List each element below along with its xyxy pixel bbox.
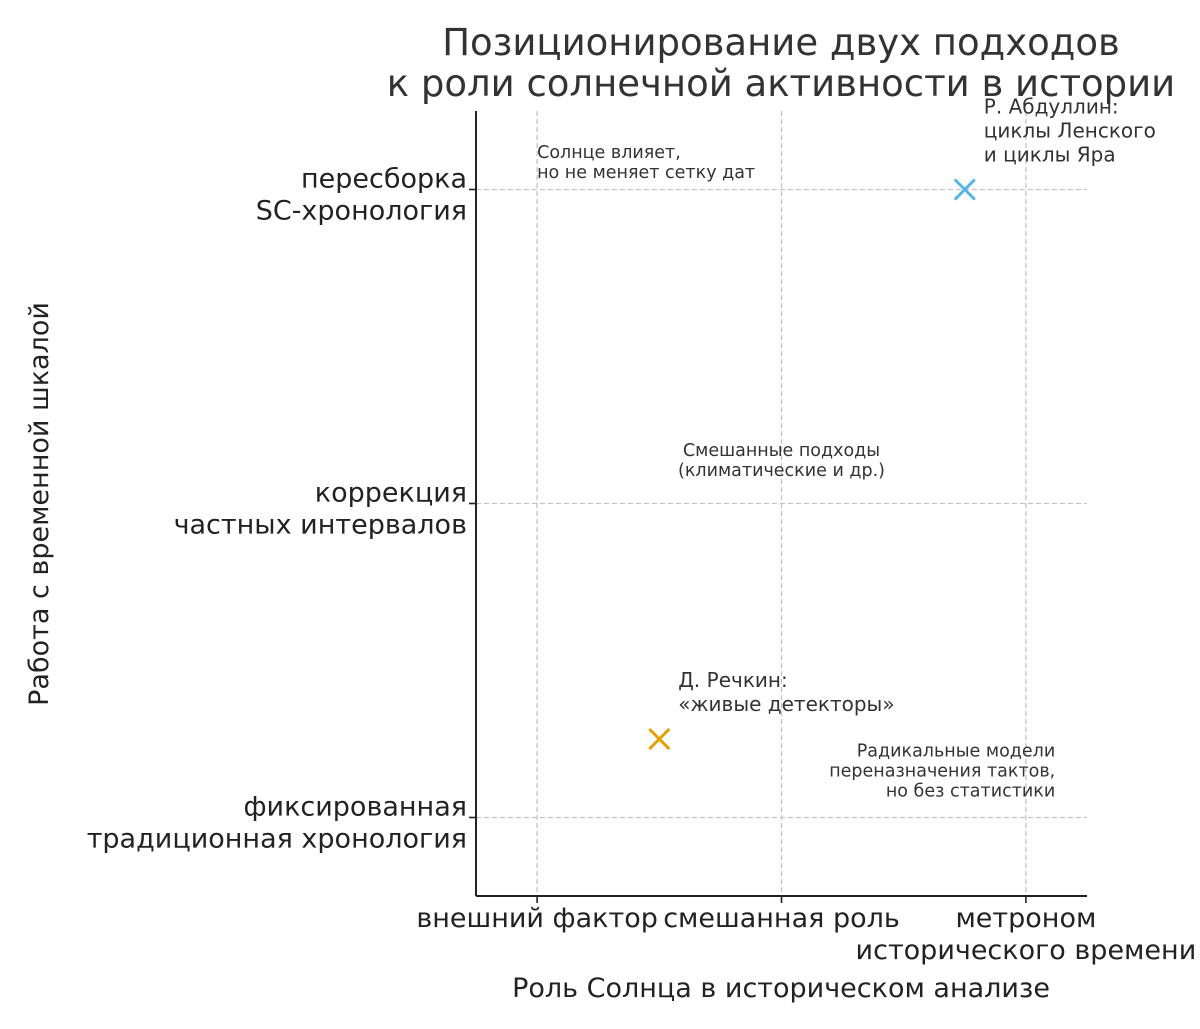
y-tick-label-line: частных интервалов [174, 510, 467, 541]
region-annotation-line: Смешанные подходы [683, 441, 880, 461]
ticks: внешний фактор смешанная роль метроном исто… [87, 164, 1197, 967]
region-annotation-line: Радикальные модели [857, 741, 1055, 761]
region-annotation: Смешанные подходы (климатические и др.) [678, 441, 885, 481]
x-axis-label: Роль Солнца в историческом анализе [512, 973, 1050, 1004]
grid [476, 111, 1087, 896]
chart-title-line: Позиционирование двух подходов [442, 21, 1120, 64]
x-tick-label: смешанная роль [663, 903, 900, 934]
x-tick-label-line: метроном [955, 903, 1096, 934]
data-point-stroke [648, 727, 671, 751]
y-tick-label: пересборка SC-хронология [256, 164, 467, 227]
region-annotation: Радикальные модели переназначения тактов,… [829, 741, 1055, 801]
y-tick-label-line: SC-хронология [256, 196, 467, 227]
point-label-line: «живые детекторы» [678, 692, 894, 716]
data-point [648, 727, 671, 751]
y-tick-label: фиксированная традиционная хронология [87, 792, 467, 855]
y-tick-label-line: фиксированная [243, 792, 467, 823]
region-annotation-line: но без статистики [886, 781, 1055, 801]
y-axis-label: Работа с временной шкалой [24, 302, 55, 706]
point-label-line: и циклы Яра [984, 143, 1116, 167]
x-tick-label: метроном исторического времени [856, 903, 1197, 966]
point-label: Д. Речкин: «живые детекторы» [678, 668, 894, 716]
region-annotation: Солнце влияет, но не меняет сетку дат [537, 143, 755, 183]
y-tick-label-line: пересборка [301, 164, 467, 195]
annotations: Солнце влияет, но не меняет сетку дат Смеш… [537, 143, 1055, 802]
point-label-line: Р. Абдуллин: [984, 95, 1119, 119]
region-annotation-line: Солнце влияет, [537, 143, 681, 163]
point-label-line: Д. Речкин: [678, 668, 787, 692]
y-tick-label-line: традиционная хронология [87, 824, 467, 855]
y-tick-label-line: коррекция [315, 478, 467, 509]
region-annotation-line: (климатические и др.) [678, 461, 885, 481]
point-label: Р. Абдуллин: циклы Ленского и циклы Яра [984, 95, 1156, 167]
data-point-stroke [953, 178, 976, 201]
chart-title-line: к роли солнечной активности в истории [387, 62, 1175, 105]
point-label-line: циклы Ленского [984, 119, 1156, 143]
data-points [648, 178, 976, 751]
region-annotation-line: но не меняет сетку дат [537, 163, 755, 183]
y-tick-label: коррекция частных интервалов [174, 478, 467, 541]
x-tick-label: внешний фактор [416, 903, 658, 934]
labels: Д. Речкин: «живые детекторы» Р. Абдуллин: ц… [24, 21, 1175, 1004]
x-tick-label-line: смешанная роль [663, 903, 900, 934]
x-tick-label-line: внешний фактор [416, 903, 658, 934]
x-tick-label-line: исторического времени [856, 935, 1197, 966]
region-annotation-line: переназначения тактов, [829, 761, 1055, 781]
chart-title: Позиционирование двух подходов к роли сол… [387, 21, 1175, 105]
data-point [953, 178, 976, 201]
